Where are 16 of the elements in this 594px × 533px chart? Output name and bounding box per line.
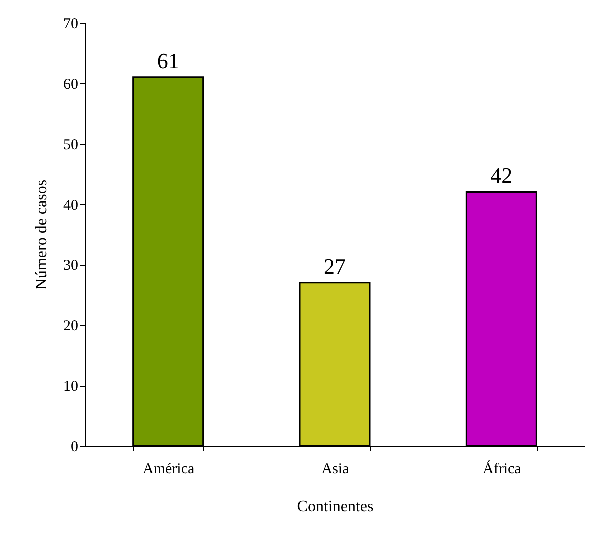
data-label: 27 xyxy=(324,254,346,279)
y-tick-label: 0 xyxy=(71,440,78,456)
data-label: 61 xyxy=(157,48,180,74)
x-tick-label: África xyxy=(483,460,522,478)
x-tick-label: América xyxy=(143,462,195,478)
data-label: 42 xyxy=(490,163,513,188)
y-tick-label: 10 xyxy=(64,379,78,396)
y-tick-label: 50 xyxy=(64,137,78,154)
y-tick-label: 60 xyxy=(64,76,78,93)
y-axis-title: Número de casos xyxy=(34,180,50,290)
x-tick-label: Asia xyxy=(322,462,350,478)
y-tick-label: 30 xyxy=(64,258,78,274)
y-tick-label: 70 xyxy=(64,16,78,32)
x-axis-title: Continentes xyxy=(297,498,374,516)
y-tick-label: 20 xyxy=(64,318,78,335)
y-tick-label: 40 xyxy=(64,198,78,214)
